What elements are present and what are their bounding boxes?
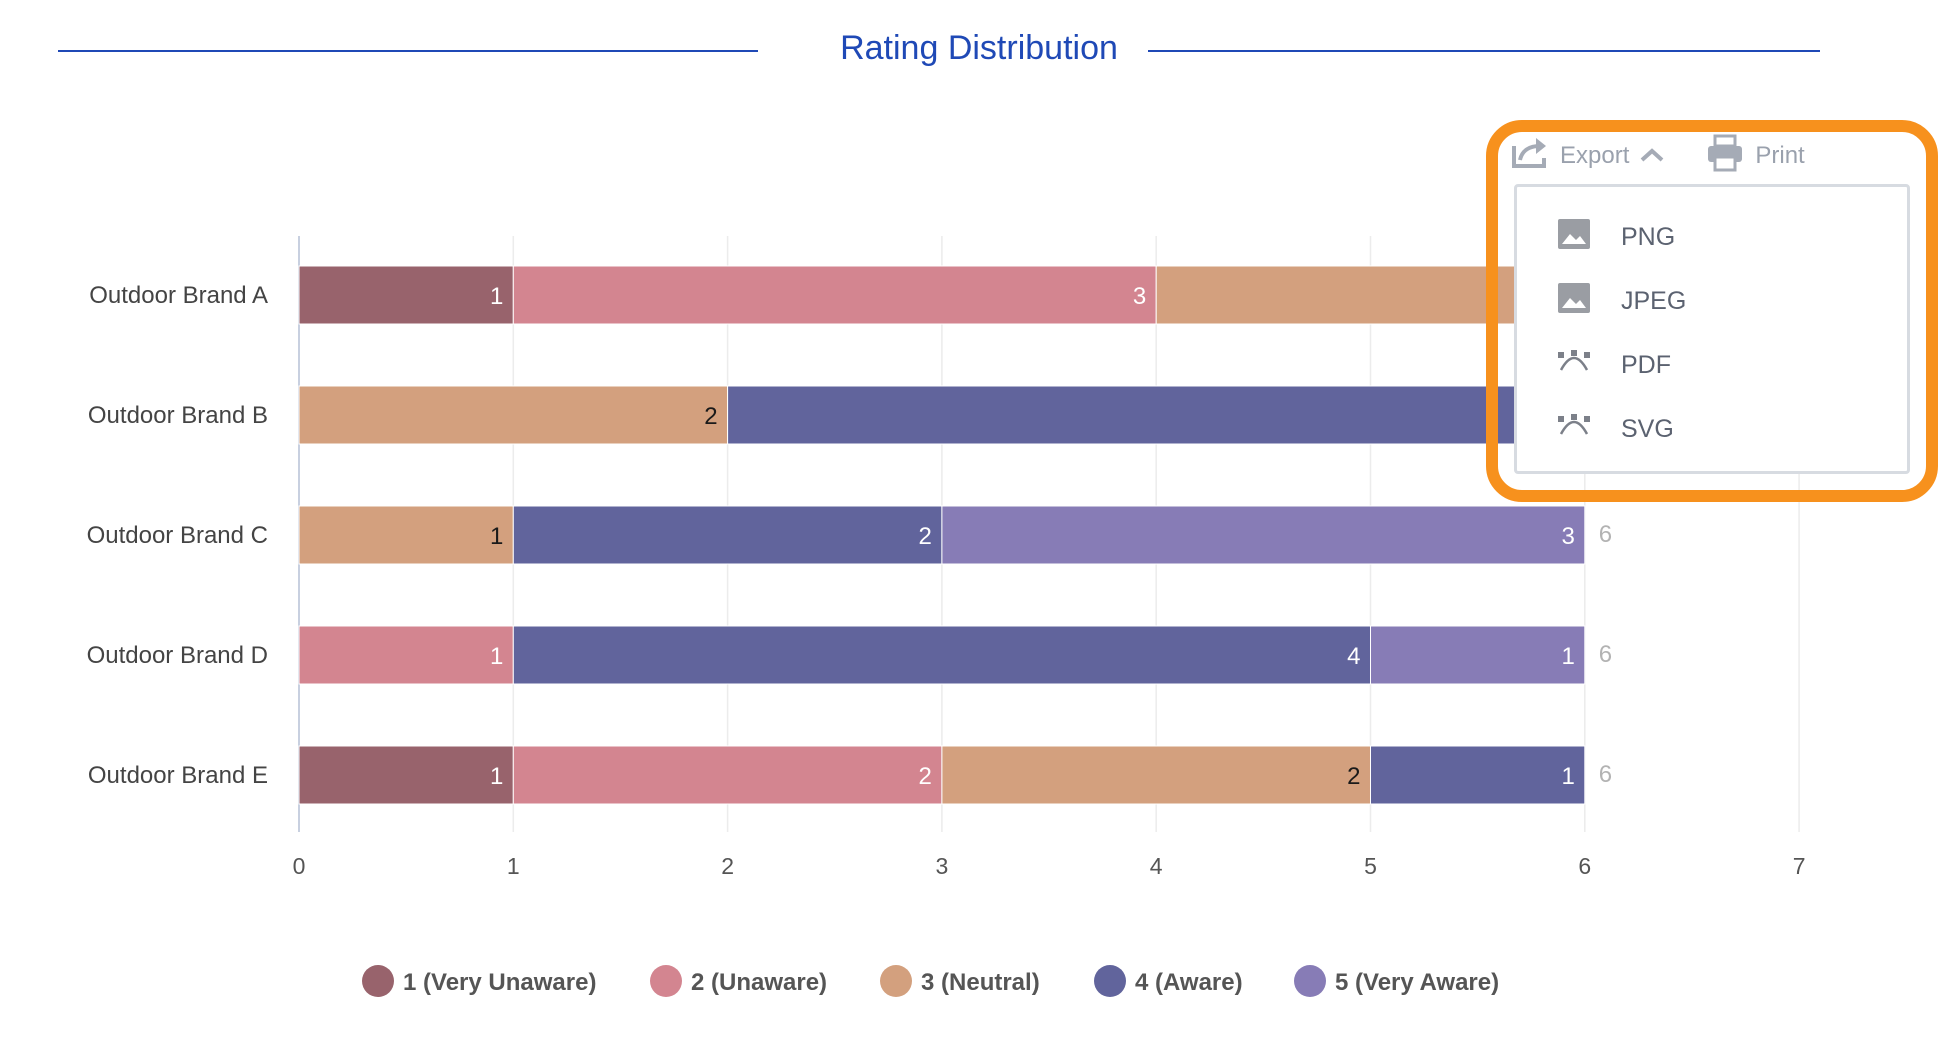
export-option-label: PDF bbox=[1621, 350, 1671, 379]
y-category-label: Outdoor Brand B bbox=[88, 402, 268, 429]
chart-title-wrap: Rating Distribution bbox=[0, 29, 1958, 68]
printer-icon bbox=[1705, 133, 1745, 180]
vector-icon bbox=[1557, 410, 1591, 449]
chart-toolbar: Export Print bbox=[1510, 134, 1805, 177]
bar-data-label: 1 bbox=[490, 643, 503, 670]
bar-data-label: 1 bbox=[1561, 763, 1574, 790]
bar-data-label: 1 bbox=[490, 283, 503, 310]
legend-swatch bbox=[880, 965, 912, 997]
x-tick-label: 5 bbox=[1364, 853, 1377, 879]
bar-segment bbox=[941, 745, 1372, 805]
bar-segment bbox=[298, 385, 729, 445]
bar-segment bbox=[512, 745, 943, 805]
y-category-label: Outdoor Brand E bbox=[88, 762, 268, 789]
bar-segment bbox=[1155, 265, 1586, 325]
bar-segment bbox=[298, 505, 514, 565]
export-menu: PNG JPEG PDF SVG bbox=[1514, 184, 1910, 474]
bar-data-label: 1 bbox=[490, 763, 503, 790]
export-option-label: PNG bbox=[1621, 222, 1676, 251]
title-rule-right bbox=[1118, 50, 1820, 52]
legend-label: 3 (Neutral) bbox=[921, 969, 1040, 996]
bar-data-label: 2 bbox=[1347, 763, 1360, 790]
bar-data-label: 2 bbox=[704, 403, 717, 430]
x-tick-label: 7 bbox=[1793, 853, 1806, 879]
bar-total-label: 6 bbox=[1599, 521, 1612, 548]
bar-data-label: 4 bbox=[1347, 643, 1360, 670]
legend-label: 2 (Unaware) bbox=[691, 969, 827, 996]
title-rule-left bbox=[58, 50, 758, 52]
bar-segment bbox=[512, 265, 1157, 325]
bar-total-label: 6 bbox=[1599, 641, 1612, 668]
x-tick-label: 3 bbox=[936, 853, 949, 879]
export-icon bbox=[1510, 136, 1550, 177]
chevron-up-icon bbox=[1639, 142, 1665, 170]
export-option-label: SVG bbox=[1621, 414, 1674, 443]
bar-data-label: 2 bbox=[919, 763, 932, 790]
export-button[interactable]: Export bbox=[1510, 136, 1665, 177]
bar-data-label: 3 bbox=[1133, 283, 1146, 310]
vector-icon bbox=[1557, 346, 1591, 385]
print-label: Print bbox=[1755, 142, 1805, 169]
bar-data-label: 2 bbox=[919, 523, 932, 550]
bar-segment bbox=[941, 505, 1586, 565]
bar-segment bbox=[1370, 625, 1586, 685]
x-tick-label: 2 bbox=[721, 853, 734, 879]
export-label: Export bbox=[1560, 142, 1630, 169]
bar-total-label: 6 bbox=[1599, 761, 1612, 788]
export-option-label: JPEG bbox=[1621, 286, 1687, 315]
y-category-label: Outdoor Brand C bbox=[87, 522, 268, 549]
export-pdf-option[interactable]: PDF bbox=[1557, 343, 1671, 387]
bar-segment bbox=[512, 625, 1371, 685]
export-svg-option[interactable]: SVG bbox=[1557, 407, 1674, 451]
legend-label: 4 (Aware) bbox=[1135, 969, 1243, 996]
legend-swatch bbox=[1294, 965, 1326, 997]
image-icon bbox=[1557, 282, 1591, 321]
bar-segment bbox=[512, 505, 943, 565]
export-png-option[interactable]: PNG bbox=[1557, 215, 1675, 259]
export-jpeg-option[interactable]: JPEG bbox=[1557, 279, 1686, 323]
bar-data-label: 1 bbox=[1561, 643, 1574, 670]
x-tick-label: 4 bbox=[1150, 853, 1163, 879]
bar-segment bbox=[298, 745, 514, 805]
x-tick-label: 6 bbox=[1578, 853, 1591, 879]
legend-label: 1 (Very Unaware) bbox=[403, 969, 596, 996]
bar-segment bbox=[298, 625, 514, 685]
bar-data-label: 3 bbox=[1561, 523, 1574, 550]
bar-segment bbox=[727, 385, 1586, 445]
y-category-label: Outdoor Brand A bbox=[89, 282, 268, 309]
legend-swatch bbox=[1094, 965, 1126, 997]
x-tick-label: 1 bbox=[507, 853, 520, 879]
legend-swatch bbox=[650, 965, 682, 997]
chart-title: Rating Distribution bbox=[810, 29, 1148, 67]
x-tick-label: 0 bbox=[293, 853, 306, 879]
bar-segment bbox=[298, 265, 514, 325]
print-button[interactable]: Print bbox=[1705, 133, 1805, 180]
bar-segment bbox=[1370, 745, 1586, 805]
y-category-label: Outdoor Brand D bbox=[87, 642, 268, 669]
legend-swatch bbox=[362, 965, 394, 997]
legend-label: 5 (Very Aware) bbox=[1335, 969, 1499, 996]
bar-data-label: 1 bbox=[490, 523, 503, 550]
image-icon bbox=[1557, 218, 1591, 257]
